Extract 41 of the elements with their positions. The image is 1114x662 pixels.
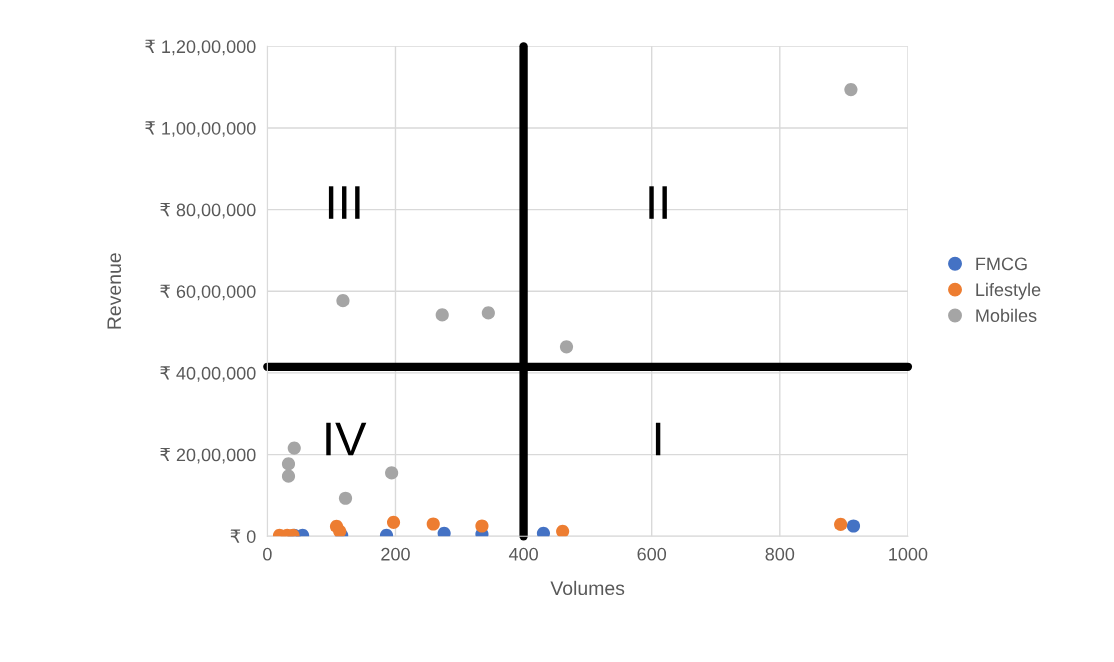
y-tick-label: ₹ 20,00,000 (160, 447, 256, 464)
y-tick-label: ₹ 40,00,000 (160, 366, 256, 382)
legend-label: FMCG (976, 257, 1027, 271)
point (437, 526, 451, 537)
y-tick-label: ₹ 1,20,00,000 (145, 39, 256, 56)
point (385, 466, 399, 480)
x-tick-label: 1000 (889, 547, 928, 561)
y-tick-label: ₹ 0 (230, 529, 256, 543)
y-tick-label: ₹ 1,00,00,000 (145, 121, 256, 137)
point (287, 441, 301, 455)
x-tick-label: 600 (637, 547, 667, 561)
x-tick-label: 0 (263, 547, 272, 561)
point (834, 517, 848, 531)
point (556, 524, 570, 537)
point (435, 308, 449, 322)
annotation: I (655, 422, 661, 456)
point (338, 491, 353, 505)
annotation: II (649, 186, 667, 219)
annotation: III (328, 186, 360, 219)
legend-label: Lifestyle (976, 282, 1041, 300)
point (536, 526, 551, 537)
y-tick-label: ₹ 80,00,000 (160, 203, 256, 219)
y-axis-title: Revenue (107, 253, 122, 329)
x-tick-label: 400 (508, 547, 538, 561)
x-tick-label: 200 (381, 547, 410, 561)
x-axis-title: Volumes (550, 580, 625, 596)
point (386, 515, 401, 529)
point (336, 294, 350, 308)
point (333, 524, 347, 537)
x-tick-label: 800 (765, 547, 795, 561)
point (426, 517, 440, 531)
point (846, 519, 861, 533)
point (481, 306, 495, 320)
y-tick-label: ₹ 60,00,000 (160, 284, 256, 301)
point (844, 83, 858, 97)
point (281, 457, 296, 471)
annotation: IV (326, 422, 367, 456)
point (559, 340, 574, 354)
point (281, 469, 296, 483)
legend-label: Mobiles (976, 308, 1037, 322)
point (475, 519, 489, 533)
